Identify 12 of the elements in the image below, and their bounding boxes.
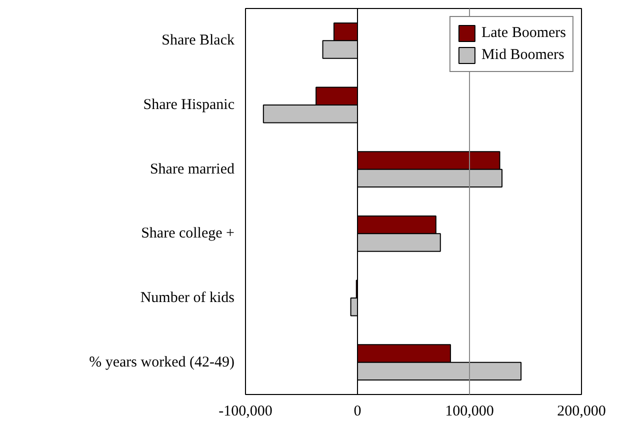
x-tick-label: -100,000 [218,404,272,420]
x-tick-label: 200,000 [557,404,606,420]
legend-label: Late Boomers [481,24,566,42]
x-tick-label: 100,000 [445,404,494,420]
y-tick-label: Share college + [141,226,234,242]
y-tick-label: % years worked (42-49) [89,354,235,370]
legend-label: Mid Boomers [481,46,564,64]
y-tick-label: Share married [150,161,235,178]
x-tick-label: 0 [354,404,362,420]
y-tick-label: Share Hispanic [143,97,235,113]
y-tick-label: Share Black [162,32,235,49]
y-tick-label: Number of kids [140,290,235,306]
